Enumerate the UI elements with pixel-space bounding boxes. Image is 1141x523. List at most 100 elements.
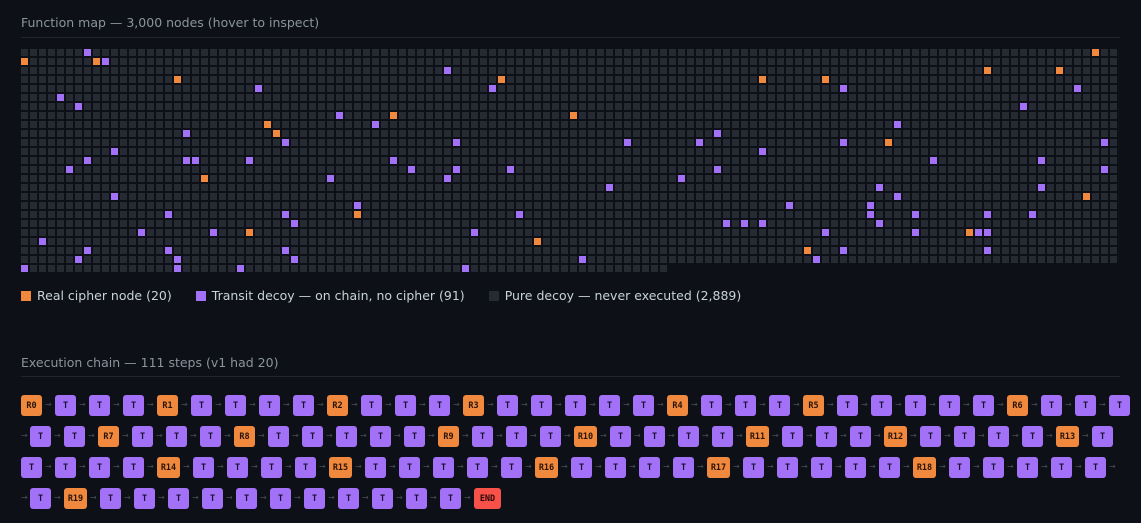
function-node[interactable] bbox=[174, 130, 181, 137]
function-node[interactable] bbox=[372, 211, 379, 218]
function-node[interactable] bbox=[1002, 157, 1009, 164]
function-node[interactable] bbox=[777, 139, 784, 146]
function-node[interactable] bbox=[849, 238, 856, 245]
function-node[interactable] bbox=[372, 166, 379, 173]
function-node[interactable] bbox=[363, 247, 370, 254]
chain-transit-node[interactable]: T bbox=[123, 395, 144, 416]
chain-transit-node[interactable]: T bbox=[30, 426, 51, 447]
function-node[interactable] bbox=[696, 184, 703, 191]
chain-transit-node[interactable]: T bbox=[939, 395, 960, 416]
function-node[interactable] bbox=[408, 247, 415, 254]
function-node[interactable] bbox=[1020, 148, 1027, 155]
function-node[interactable] bbox=[48, 121, 55, 128]
function-node[interactable] bbox=[309, 67, 316, 74]
function-node[interactable] bbox=[1065, 238, 1072, 245]
function-node[interactable] bbox=[84, 256, 91, 263]
function-node[interactable] bbox=[435, 58, 442, 65]
function-node[interactable] bbox=[102, 139, 109, 146]
function-node[interactable] bbox=[174, 220, 181, 227]
function-node[interactable] bbox=[1056, 103, 1063, 110]
function-node[interactable] bbox=[273, 85, 280, 92]
function-node[interactable] bbox=[480, 121, 487, 128]
function-node[interactable] bbox=[1047, 49, 1054, 56]
function-node[interactable] bbox=[669, 130, 676, 137]
function-node[interactable] bbox=[30, 121, 37, 128]
function-node[interactable] bbox=[39, 67, 46, 74]
function-node[interactable] bbox=[1029, 49, 1036, 56]
function-node[interactable] bbox=[327, 49, 334, 56]
function-node[interactable] bbox=[264, 238, 271, 245]
function-node[interactable] bbox=[75, 148, 82, 155]
function-node[interactable] bbox=[1020, 166, 1027, 173]
function-node[interactable] bbox=[912, 157, 919, 164]
function-node[interactable] bbox=[30, 166, 37, 173]
function-node[interactable] bbox=[39, 202, 46, 209]
function-node[interactable] bbox=[417, 49, 424, 56]
function-node[interactable] bbox=[570, 193, 577, 200]
function-node[interactable] bbox=[813, 247, 820, 254]
chain-real-node[interactable]: R16 bbox=[535, 457, 558, 478]
function-node[interactable] bbox=[831, 229, 838, 236]
function-node[interactable] bbox=[66, 139, 73, 146]
function-node[interactable] bbox=[993, 157, 1000, 164]
function-node[interactable] bbox=[678, 85, 685, 92]
function-node[interactable] bbox=[957, 175, 964, 182]
function-node[interactable] bbox=[795, 130, 802, 137]
function-node[interactable] bbox=[1011, 202, 1018, 209]
function-node[interactable] bbox=[300, 139, 307, 146]
function-node[interactable] bbox=[282, 166, 289, 173]
function-node[interactable] bbox=[813, 211, 820, 218]
function-node[interactable] bbox=[912, 148, 919, 155]
function-node[interactable] bbox=[318, 247, 325, 254]
function-node[interactable] bbox=[354, 166, 361, 173]
function-node[interactable] bbox=[318, 112, 325, 119]
function-node[interactable] bbox=[309, 103, 316, 110]
chain-real-node[interactable]: R19 bbox=[64, 488, 87, 509]
function-node[interactable] bbox=[264, 220, 271, 227]
function-node[interactable] bbox=[57, 247, 64, 254]
function-node[interactable] bbox=[804, 175, 811, 182]
function-node[interactable] bbox=[894, 94, 901, 101]
function-node[interactable] bbox=[606, 175, 613, 182]
function-node[interactable] bbox=[912, 166, 919, 173]
function-node[interactable] bbox=[822, 148, 829, 155]
function-node[interactable] bbox=[1038, 238, 1045, 245]
function-node[interactable] bbox=[822, 175, 829, 182]
function-node[interactable] bbox=[138, 193, 145, 200]
function-node[interactable] bbox=[327, 238, 334, 245]
function-node[interactable] bbox=[1065, 67, 1072, 74]
function-node[interactable] bbox=[318, 49, 325, 56]
chain-transit-node[interactable]: T bbox=[191, 395, 212, 416]
function-node[interactable] bbox=[822, 58, 829, 65]
function-node[interactable] bbox=[1002, 166, 1009, 173]
function-node[interactable] bbox=[273, 184, 280, 191]
function-node[interactable] bbox=[30, 265, 37, 272]
function-node[interactable] bbox=[561, 76, 568, 83]
chain-transit-node[interactable]: T bbox=[268, 426, 289, 447]
function-node[interactable] bbox=[300, 148, 307, 155]
function-node[interactable] bbox=[1092, 166, 1099, 173]
function-node[interactable] bbox=[741, 76, 748, 83]
function-node[interactable] bbox=[588, 121, 595, 128]
function-node[interactable] bbox=[552, 229, 559, 236]
function-node[interactable] bbox=[453, 157, 460, 164]
function-node[interactable] bbox=[354, 130, 361, 137]
function-node[interactable] bbox=[57, 148, 64, 155]
function-node[interactable] bbox=[606, 220, 613, 227]
function-node[interactable] bbox=[48, 175, 55, 182]
function-node[interactable] bbox=[975, 58, 982, 65]
function-node[interactable] bbox=[543, 238, 550, 245]
function-node[interactable] bbox=[993, 175, 1000, 182]
function-node[interactable] bbox=[426, 238, 433, 245]
function-node[interactable] bbox=[1092, 202, 1099, 209]
function-node[interactable] bbox=[84, 238, 91, 245]
function-node[interactable] bbox=[336, 166, 343, 173]
function-node[interactable] bbox=[246, 166, 253, 173]
function-node[interactable] bbox=[111, 184, 118, 191]
function-node[interactable] bbox=[1038, 139, 1045, 146]
function-node[interactable] bbox=[282, 76, 289, 83]
function-node[interactable] bbox=[291, 130, 298, 137]
function-node[interactable] bbox=[66, 58, 73, 65]
function-node[interactable] bbox=[1092, 67, 1099, 74]
function-node[interactable] bbox=[111, 139, 118, 146]
